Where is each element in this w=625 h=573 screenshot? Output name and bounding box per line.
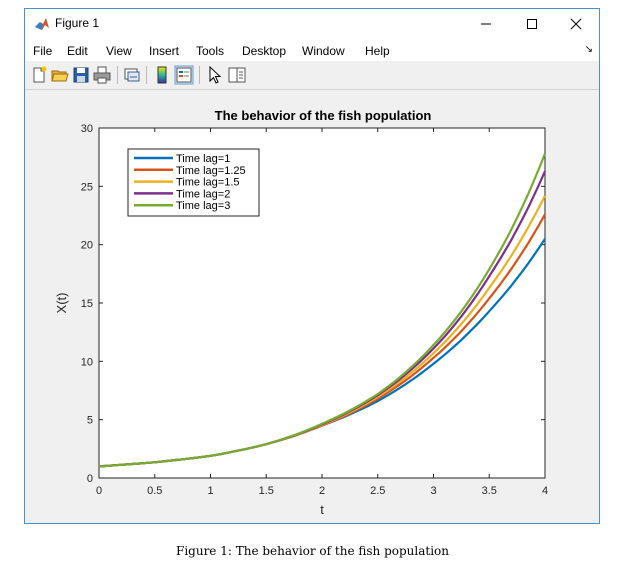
close-icon — [570, 18, 582, 30]
matlab-logo-icon — [35, 18, 49, 30]
menu-insert[interactable]: Insert — [149, 44, 180, 58]
maximize-button[interactable] — [509, 9, 555, 39]
figure-caption: Figure 1: The behavior of the fish popul… — [176, 544, 449, 558]
print-icon[interactable] — [92, 65, 112, 85]
menu-desktop[interactable]: Desktop — [242, 44, 287, 58]
x-tick-label: 4 — [542, 485, 548, 497]
y-tick-label: 20 — [81, 240, 93, 252]
menu-file[interactable]: File — [33, 44, 53, 58]
x-tick-label: 0.5 — [147, 485, 162, 497]
save-icon[interactable] — [71, 65, 91, 85]
legend-label: Time lag=1.5 — [176, 177, 240, 189]
x-tick-label: 3 — [430, 485, 436, 497]
y-tick-label: 15 — [81, 298, 93, 310]
title-bar[interactable]: Figure 1 — [25, 9, 599, 39]
figure-canvas[interactable]: The behavior of the fish population 0 0.5… — [25, 90, 599, 523]
figure-window: Figure 1 File Edit View Insert Tools Des… — [24, 8, 600, 524]
toolbar-separator — [199, 66, 200, 84]
toolbar-separator — [117, 66, 118, 84]
menu-bar: File Edit View Insert Tools Desktop Wind… — [25, 39, 599, 61]
menu-view[interactable]: View — [106, 44, 132, 58]
x-tick-label: 1.5 — [259, 485, 274, 497]
legend-label: Time lag=1.25 — [176, 165, 246, 177]
window-title: Figure 1 — [55, 16, 100, 30]
series-line-5 — [98, 153, 547, 468]
x-tick-label: 1 — [207, 485, 213, 497]
x-tick-label: 2 — [319, 485, 325, 497]
new-figure-icon[interactable] — [29, 65, 49, 85]
link-plot-icon[interactable] — [122, 65, 142, 85]
x-tick-label: 3.5 — [482, 485, 497, 497]
legend-label: Time lag=3 — [176, 200, 230, 212]
property-editor-icon[interactable] — [227, 65, 247, 85]
y-tick-label: 5 — [87, 415, 93, 427]
menu-overflow-icon[interactable]: ↘ — [584, 44, 593, 55]
maximize-icon — [527, 19, 537, 29]
toolbar-separator — [146, 66, 147, 84]
colorbar-icon[interactable] — [152, 65, 172, 85]
minimize-button[interactable] — [463, 9, 509, 39]
close-button[interactable] — [553, 9, 599, 39]
figure-toolbar — [25, 61, 599, 90]
y-tick-label: 30 — [81, 123, 93, 135]
y-axis-label: X(t) — [54, 293, 69, 314]
open-file-icon[interactable] — [50, 65, 70, 85]
menu-tools[interactable]: Tools — [196, 44, 225, 58]
y-tick-label: 25 — [81, 181, 93, 193]
x-axis-label: t — [320, 502, 324, 517]
minimize-icon — [481, 23, 491, 25]
legend-label: Time lag=1 — [176, 153, 230, 165]
x-tick-label: 2.5 — [370, 485, 385, 497]
x-tick-label: 0 — [96, 485, 102, 497]
legend-icon[interactable] — [174, 65, 194, 85]
menu-edit[interactable]: Edit — [67, 44, 88, 58]
y-tick-label: 0 — [87, 473, 93, 485]
y-tick-label: 10 — [81, 356, 93, 368]
menu-help[interactable]: Help — [365, 44, 390, 58]
chart-title: The behavior of the fish population — [215, 108, 432, 123]
legend-label: Time lag=2 — [176, 188, 230, 200]
menu-window[interactable]: Window — [302, 44, 345, 58]
line-chart: The behavior of the fish population 0 0.5… — [54, 108, 548, 517]
pointer-icon[interactable] — [205, 65, 225, 85]
